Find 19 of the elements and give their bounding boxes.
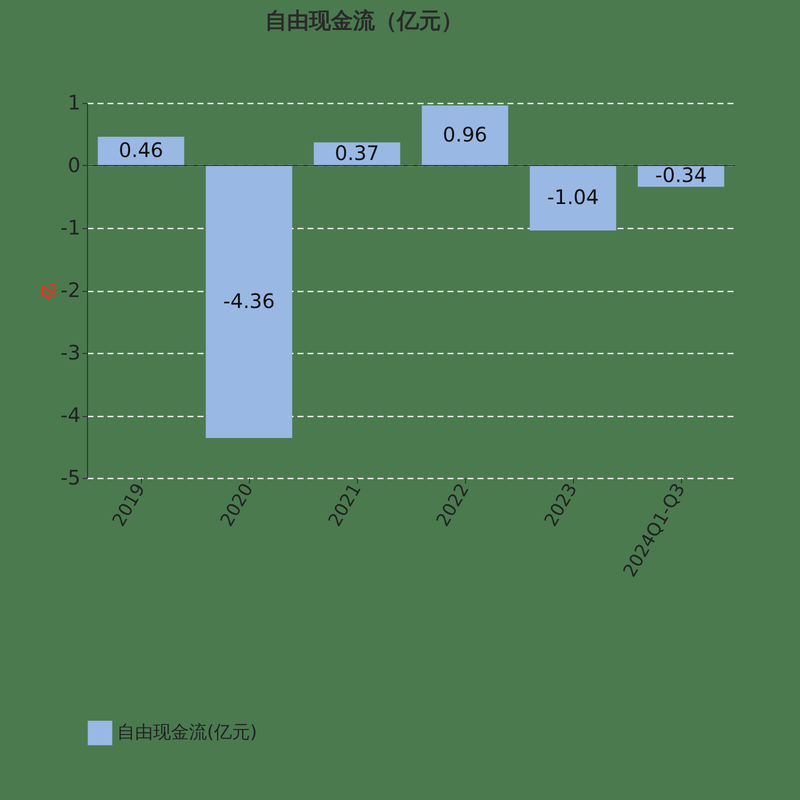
bar bbox=[206, 166, 292, 438]
y-tick-label: 1 bbox=[68, 90, 80, 114]
y-axis-title: 亿 bbox=[38, 282, 58, 300]
data-label: 0.37 bbox=[334, 140, 380, 165]
y-tick-label: -1 bbox=[60, 216, 80, 240]
data-label: 0.46 bbox=[118, 138, 164, 162]
data-label: -1.04 bbox=[547, 185, 599, 209]
bar bbox=[422, 106, 508, 166]
legend-label: 自由现金流(亿元) bbox=[117, 722, 258, 743]
y-tick-label: -3 bbox=[60, 340, 80, 364]
y-tick-label: -5 bbox=[60, 466, 80, 490]
data-label: -0.34 bbox=[655, 163, 707, 188]
data-label: -4.36 bbox=[223, 288, 275, 313]
chart-title: 自由现金流（亿元） bbox=[265, 8, 464, 34]
bar bbox=[530, 166, 616, 230]
y-tick-label: -2 bbox=[60, 278, 80, 302]
y-tick-label: 0 bbox=[68, 153, 80, 177]
data-label: 0.96 bbox=[442, 122, 488, 146]
y-tick-label: -4 bbox=[60, 403, 80, 427]
